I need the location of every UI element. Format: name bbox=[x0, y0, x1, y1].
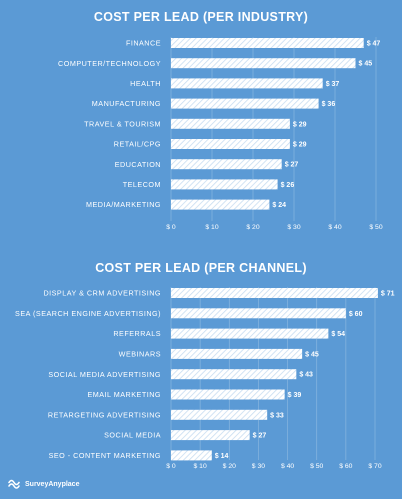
category-label: TRAVEL & TOURISM bbox=[84, 119, 161, 128]
bar bbox=[171, 430, 250, 441]
category-label: SEA (SEARCH ENGINE ADVERTISING) bbox=[15, 309, 161, 318]
value-label: $ 29 bbox=[293, 121, 307, 128]
value-label: $ 45 bbox=[305, 351, 319, 358]
x-tick-label: $ 70 bbox=[368, 463, 381, 470]
x-tick-label: $ 20 bbox=[246, 224, 259, 231]
industry-chart-title: COST PER LEAD (PER INDUSTRY) bbox=[93, 10, 309, 24]
x-tick-label: $ 10 bbox=[205, 224, 218, 231]
bar bbox=[171, 38, 364, 48]
value-label: $ 27 bbox=[285, 162, 299, 169]
value-label: $ 14 bbox=[215, 453, 229, 460]
value-label: $ 27 bbox=[253, 433, 267, 440]
bar bbox=[171, 179, 278, 190]
industry-bar-chart: $ 0 $ 10 $ 20 $ 30 $ 40 $ 50 FINANCE $ 47 COMPUT… bbox=[58, 37, 383, 231]
value-label: $ 29 bbox=[293, 142, 307, 149]
category-label: TELECOM bbox=[123, 180, 161, 189]
bar bbox=[171, 450, 212, 461]
category-label: COMPUTER/TECHNOLOGY bbox=[58, 59, 161, 68]
category-label: RETARGETING ADVERTISING bbox=[48, 410, 161, 419]
category-label: EMAIL MARKETING bbox=[87, 390, 161, 399]
brand-logo-icon bbox=[8, 479, 20, 489]
bar bbox=[171, 139, 290, 149]
category-label: MANUFACTURING bbox=[92, 99, 161, 108]
channel-bar-chart: $ 0 $ 10 $ 20 $ 30 $ 40 $ 50 $ 60 $ 70 DISPLAY &… bbox=[15, 287, 395, 470]
x-tick-label: $ 40 bbox=[281, 463, 294, 470]
value-label: $ 33 bbox=[270, 412, 284, 419]
x-tick-label: $ 40 bbox=[328, 224, 341, 231]
category-label: WEBINARS bbox=[119, 350, 161, 359]
value-label: $ 54 bbox=[331, 331, 345, 338]
bar bbox=[171, 159, 282, 170]
category-label: SEO - CONTENT MARKETING bbox=[49, 451, 161, 460]
category-label: SOCIAL MEDIA bbox=[104, 431, 161, 440]
x-tick-label: $ 10 bbox=[194, 463, 207, 470]
bar bbox=[171, 308, 346, 319]
x-tick-label: $ 30 bbox=[252, 463, 265, 470]
bar bbox=[171, 348, 303, 359]
value-label: $ 43 bbox=[299, 372, 313, 379]
category-label: DISPLAY & CRM ADVERTISING bbox=[43, 289, 161, 298]
bar bbox=[171, 288, 378, 298]
x-tick-label: $ 0 bbox=[166, 224, 176, 231]
category-label: SOCIAL MEDIA ADVERTISING bbox=[48, 370, 161, 379]
category-label: HEALTH bbox=[130, 79, 161, 88]
bar bbox=[171, 78, 323, 89]
bar bbox=[171, 98, 319, 109]
value-label: $ 36 bbox=[322, 101, 336, 108]
bar bbox=[171, 199, 270, 210]
value-label: $ 39 bbox=[288, 392, 302, 399]
category-label: FINANCE bbox=[126, 39, 161, 48]
bar bbox=[171, 58, 356, 69]
value-label: $ 71 bbox=[381, 291, 395, 298]
x-tick-label: $ 50 bbox=[310, 463, 323, 470]
x-tick-label: $ 30 bbox=[287, 224, 300, 231]
bar bbox=[171, 389, 285, 400]
value-label: $ 26 bbox=[281, 182, 295, 189]
x-tick-label: $ 60 bbox=[339, 463, 352, 470]
brand-footer: SurveyAnyplace bbox=[8, 476, 79, 492]
x-tick-label: $ 50 bbox=[369, 224, 382, 231]
x-tick-label: $ 0 bbox=[166, 463, 176, 470]
category-label: REFERRALS bbox=[113, 329, 161, 338]
bar bbox=[171, 118, 290, 129]
bar bbox=[171, 369, 297, 380]
value-label: $ 47 bbox=[367, 41, 381, 48]
category-label: MEDIA/MARKETING bbox=[86, 200, 161, 209]
value-label: $ 45 bbox=[359, 61, 373, 68]
category-label: RETAIL/CPG bbox=[114, 140, 161, 149]
category-label: EDUCATION bbox=[115, 160, 161, 169]
value-label: $ 60 bbox=[349, 311, 363, 318]
value-label: $ 37 bbox=[326, 81, 340, 88]
bar bbox=[171, 409, 268, 420]
brand-name: SurveyAnyplace bbox=[25, 480, 80, 488]
x-tick-label: $ 20 bbox=[223, 463, 236, 470]
channel-chart-title: COST PER LEAD (PER CHANNEL) bbox=[95, 261, 307, 275]
bar bbox=[171, 328, 329, 339]
value-label: $ 24 bbox=[272, 202, 286, 209]
